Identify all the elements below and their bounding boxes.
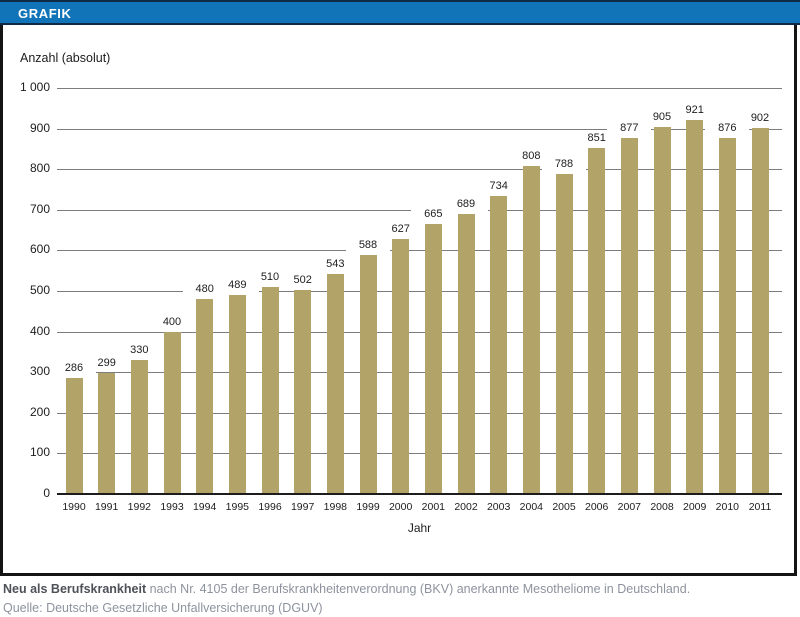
x-tick-label: 1998 <box>323 501 347 513</box>
bar-value-label: 877 <box>607 122 652 135</box>
x-tick-label: 2000 <box>388 501 413 513</box>
x-tick-label: 2007 <box>617 501 641 513</box>
gridline <box>57 412 782 414</box>
x-tick-label: 2008 <box>650 501 674 513</box>
bar <box>261 287 279 494</box>
y-tick-label: 400 <box>29 323 50 338</box>
bar <box>359 255 377 494</box>
x-tick-label: 1996 <box>258 501 282 513</box>
bar-value-label: 902 <box>738 112 782 125</box>
x-tick-label: 1999 <box>356 501 380 513</box>
caption: Neu als Berufskrankheit nach Nr. 4105 de… <box>3 580 783 617</box>
x-tick-label: 2001 <box>421 501 445 513</box>
y-tick-label: 700 <box>29 201 50 216</box>
x-tick-label: 2002 <box>454 501 478 513</box>
y-tick-label: 600 <box>29 242 50 257</box>
header-title: GRAFIK <box>18 6 72 21</box>
bar-value-label: 400 <box>150 316 194 329</box>
bar <box>424 224 442 494</box>
x-tick-label: 2011 <box>748 501 772 513</box>
bar <box>686 120 704 494</box>
caption-line-1-bold: Neu als Berufskrankheit <box>3 582 147 596</box>
y-tick-label: 100 <box>29 445 50 460</box>
x-axis-title: Jahr <box>407 521 432 535</box>
bar <box>392 239 410 494</box>
x-tick-label: 2004 <box>519 501 543 513</box>
bar-chart: 0 100 200 300 400 500 600 700 800 900 1 000 286 1990… <box>3 25 794 573</box>
y-tick-label: 300 <box>29 364 50 379</box>
x-tick-label: 1991 <box>94 501 119 513</box>
y-tick-label: 500 <box>29 283 50 297</box>
bar-value-label: 788 <box>542 158 586 171</box>
bar <box>653 127 671 494</box>
bar-value-label: 851 <box>574 132 619 145</box>
caption-line-1-rest: nach Nr. 4105 der Berufskrankheitenveror… <box>146 582 691 596</box>
bar <box>196 299 214 494</box>
bar <box>98 373 116 494</box>
bar <box>588 148 606 494</box>
bar <box>130 360 148 494</box>
gridline <box>57 128 782 130</box>
bar <box>751 128 769 494</box>
bar-value-label: 876 <box>705 122 750 135</box>
gridline <box>57 169 782 171</box>
header-bar: GRAFIK <box>0 0 800 25</box>
x-tick-label: 1993 <box>160 501 184 513</box>
y-tick-label: 200 <box>29 404 50 419</box>
y-tick-label: 900 <box>29 120 50 135</box>
y-tick-label: 800 <box>29 161 50 176</box>
bar <box>620 138 638 494</box>
bar-value-label: 588 <box>346 239 390 252</box>
x-axis-line <box>57 493 782 495</box>
bar-value-label: 921 <box>672 104 717 117</box>
bar-value-label: 734 <box>476 180 521 193</box>
x-tick-label: 1995 <box>225 501 249 513</box>
bar <box>65 378 83 494</box>
gridline <box>57 291 782 292</box>
bar-value-label: 502 <box>280 274 325 287</box>
y-tick-label: 1 000 <box>19 80 50 94</box>
bar-value-label: 665 <box>411 208 456 221</box>
y-tick-label: 0 <box>43 486 50 500</box>
bar-value-label: 627 <box>378 223 423 236</box>
chart-panel: Anzahl (absolut) 0 100 200 300 400 500 600 700 8… <box>0 25 797 576</box>
bar <box>163 332 181 494</box>
x-tick-label: 2010 <box>715 501 739 513</box>
y-axis-title: Anzahl (absolut) <box>20 51 111 65</box>
gridline <box>57 331 782 333</box>
x-tick-label: 2009 <box>682 501 707 513</box>
bar <box>522 166 540 494</box>
x-tick-label: 1994 <box>192 501 217 513</box>
bar <box>294 290 312 494</box>
x-tick-label: 2006 <box>584 501 609 513</box>
x-tick-label: 1992 <box>127 501 151 513</box>
x-tick-label: 2005 <box>552 501 576 513</box>
bar <box>718 138 736 494</box>
bar-value-label: 543 <box>313 258 358 271</box>
gridline <box>57 250 782 252</box>
x-tick-label: 2003 <box>486 501 511 513</box>
bar <box>228 295 246 494</box>
x-tick-label: 1997 <box>290 501 315 513</box>
bar-value-label: 689 <box>444 198 488 211</box>
bar <box>326 274 344 494</box>
x-tick-label: 1990 <box>62 501 86 513</box>
bar-value-label: 330 <box>117 344 162 357</box>
gridline <box>57 88 782 89</box>
caption-line-1: Neu als Berufskrankheit nach Nr. 4105 de… <box>3 580 783 599</box>
bar <box>457 214 475 494</box>
caption-line-2: Quelle: Deutsche Gesetzliche Unfallversi… <box>3 600 323 615</box>
gridline <box>57 453 782 455</box>
bar-value-label: 299 <box>84 357 129 370</box>
bar <box>555 174 573 494</box>
bar <box>490 196 508 494</box>
gridline <box>57 372 782 374</box>
